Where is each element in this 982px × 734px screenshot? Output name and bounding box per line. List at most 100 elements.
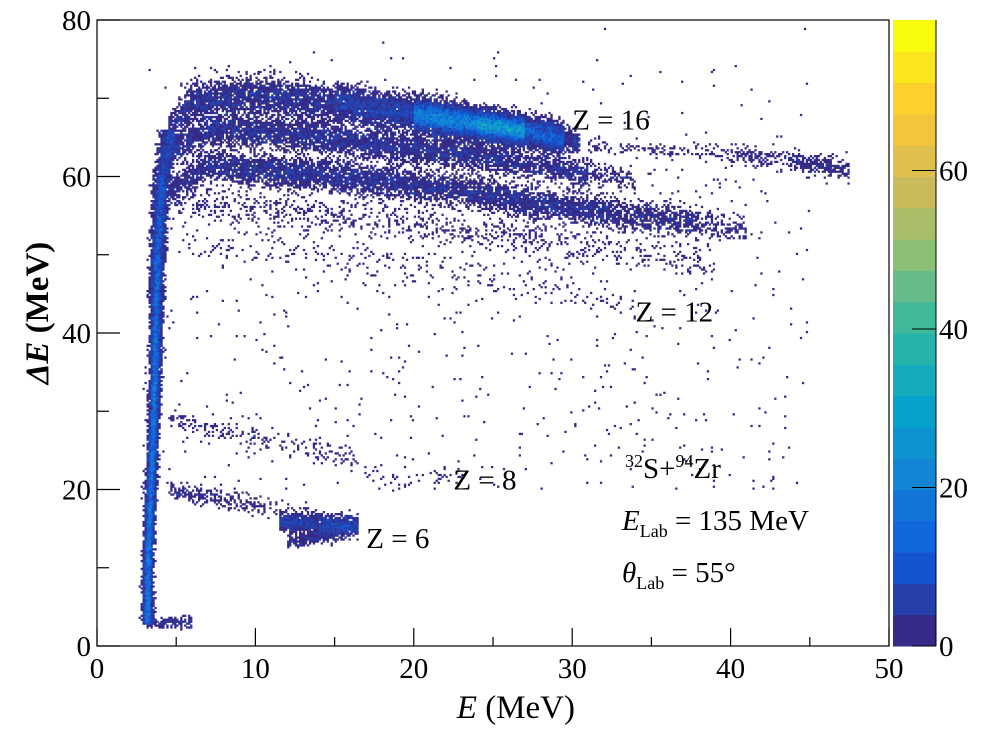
histogram-bin [308, 80, 312, 83]
histogram-bin [190, 110, 193, 113]
histogram-bin [394, 158, 397, 162]
histogram-bin [336, 102, 339, 105]
histogram-bin [471, 113, 474, 117]
histogram-bin [253, 149, 256, 152]
histogram-bin [352, 104, 355, 107]
histogram-bin [314, 110, 318, 113]
histogram-bin [401, 125, 405, 128]
histogram-bin [257, 82, 260, 85]
histogram-bin [459, 133, 462, 136]
histogram-bin [485, 108, 488, 111]
histogram-bin [512, 133, 516, 136]
histogram-bin [259, 113, 262, 117]
histogram-bin [421, 104, 424, 107]
histogram-bin [253, 72, 256, 76]
histogram-bin [180, 139, 183, 142]
histogram-bin [469, 139, 472, 142]
histogram-bin [423, 96, 426, 99]
histogram-bin [233, 104, 236, 107]
histogram-bin [194, 131, 197, 134]
histogram-bin [455, 96, 458, 99]
histogram-bin [277, 80, 280, 83]
histogram-bin [570, 129, 573, 132]
histogram-bin [576, 135, 579, 138]
histogram-bin [437, 115, 440, 119]
histogram-bin [550, 143, 553, 146]
histogram-bin [390, 156, 393, 160]
histogram-bin [293, 127, 296, 130]
histogram-bin [178, 141, 181, 144]
histogram-bin [201, 102, 205, 105]
histogram-bin [239, 84, 242, 87]
histogram-bin [540, 139, 543, 142]
histogram-bin [384, 98, 387, 101]
histogram-bin [417, 129, 421, 132]
histogram-bin [192, 117, 195, 121]
histogram-bin [273, 119, 276, 123]
histogram-bin [439, 102, 442, 105]
histogram-bin [548, 121, 551, 124]
histogram-bin [338, 86, 341, 89]
histogram-bin [243, 139, 246, 142]
histogram-bin [455, 121, 458, 124]
histogram-bin [217, 102, 221, 105]
histogram-bin [291, 110, 294, 113]
histogram-bin [392, 86, 395, 89]
histogram-bin [227, 102, 230, 105]
histogram-bin [398, 125, 401, 128]
histogram-bin [241, 141, 244, 144]
histogram-bin [198, 94, 201, 97]
histogram-bin [356, 110, 359, 113]
histogram-bin [300, 125, 304, 128]
histogram-bin [489, 141, 492, 144]
histogram-bin [405, 92, 409, 95]
histogram-bin [219, 127, 223, 130]
histogram-bin [340, 125, 343, 128]
histogram-bin [548, 125, 551, 128]
histogram-bin [194, 145, 197, 148]
histogram-bin [508, 111, 512, 115]
histogram-bin [487, 106, 490, 109]
histogram-bin [178, 137, 181, 140]
histogram-bin [370, 143, 373, 146]
histogram-bin [467, 113, 470, 117]
histogram-bin [340, 131, 343, 134]
histogram-bin [281, 121, 284, 124]
histogram-bin [495, 111, 498, 115]
histogram-bin [845, 151, 848, 154]
histogram-bin [362, 102, 365, 105]
histogram-bin [578, 133, 581, 136]
histogram-bin [376, 90, 379, 93]
histogram-bin [566, 137, 569, 140]
histogram-bin [215, 80, 219, 83]
histogram-bin [491, 141, 494, 144]
histogram-bin [360, 121, 363, 124]
histogram-bin [188, 115, 191, 119]
histogram-bin [477, 121, 480, 124]
histogram-bin [366, 104, 369, 107]
histogram-bin [291, 104, 294, 107]
histogram-bin [215, 104, 219, 107]
histogram-bin [435, 117, 438, 121]
histogram-bin [308, 113, 312, 117]
histogram-bin [223, 121, 226, 124]
histogram-bin [273, 143, 276, 146]
histogram-bin [419, 123, 422, 126]
histogram-bin [548, 145, 551, 148]
histogram-bin [425, 115, 428, 119]
histogram-bin [467, 143, 470, 146]
histogram-bin [534, 129, 537, 132]
histogram-bin [184, 94, 187, 97]
histogram-bin [239, 92, 242, 95]
histogram-bin [308, 96, 312, 99]
histogram-bin [198, 129, 201, 132]
histogram-bin [493, 119, 496, 123]
histogram-bin [463, 125, 466, 128]
histogram-bin [211, 88, 215, 91]
histogram-bin [255, 94, 258, 97]
histogram-bin [219, 100, 223, 103]
histogram-bin [554, 125, 557, 128]
histogram-bin [431, 127, 434, 130]
histogram-bin [253, 113, 256, 117]
histogram-bin [346, 88, 349, 91]
